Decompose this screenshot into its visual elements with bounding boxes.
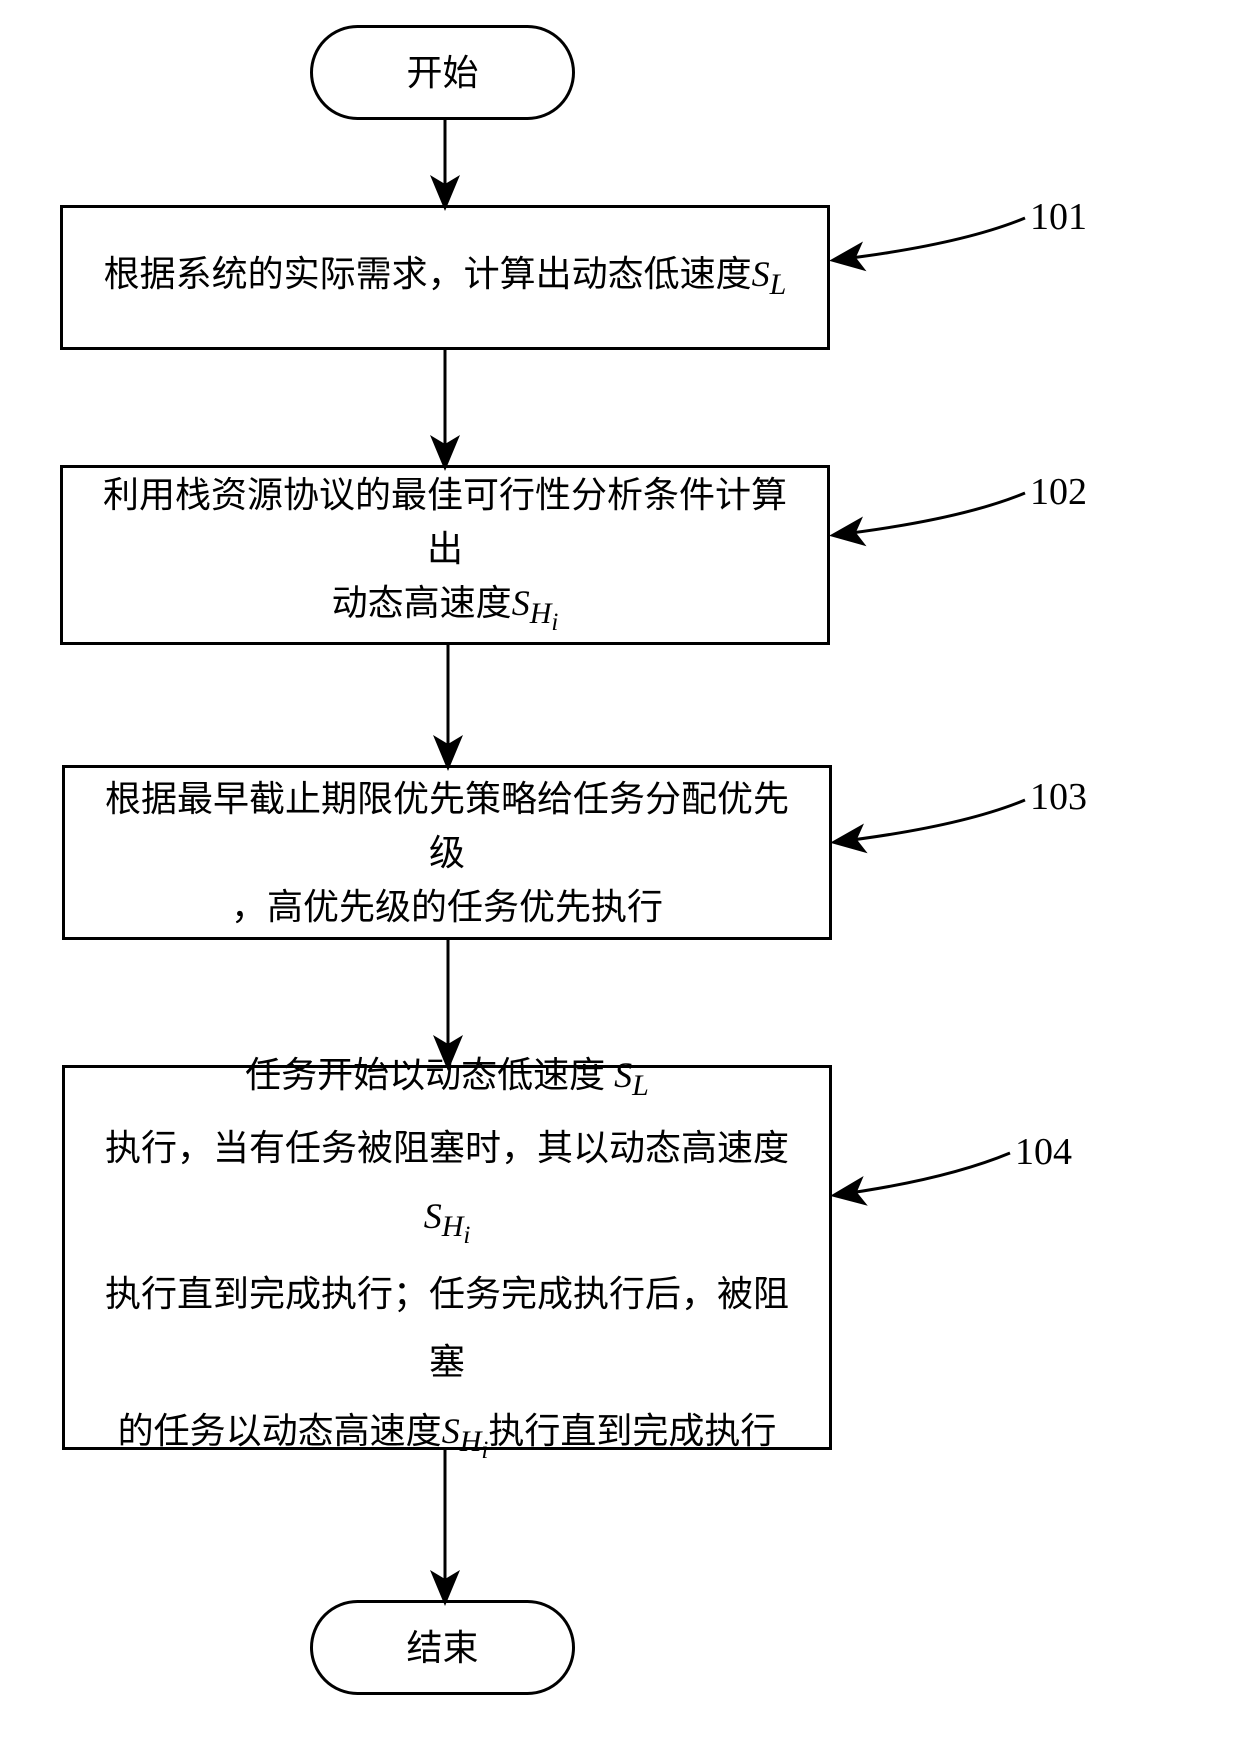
start-label: 开始 (406, 46, 478, 100)
step-number-103: 103 (1030, 775, 1087, 819)
process-step-3: 根据最早截止期限优先策略给任务分配优先级 ，高优先级的任务优先执行 (62, 765, 832, 940)
process-step-4: 任务开始以动态低速度 SL 执行，当有任务被阻塞时，其以动态高速度SHi 执行直… (62, 1065, 832, 1450)
step4-text: 任务开始以动态低速度 SL 执行，当有任务被阻塞时，其以动态高速度SHi 执行直… (95, 1041, 799, 1475)
step2-text: 利用栈资源协议的最佳可行性分析条件计算出 动态高速度SHi (93, 468, 797, 642)
process-step-2: 利用栈资源协议的最佳可行性分析条件计算出 动态高速度SHi (60, 465, 830, 645)
process-step-1: 根据系统的实际需求，计算出动态低速度SL (60, 205, 830, 350)
end-label: 结束 (406, 1621, 478, 1675)
start-node: 开始 (310, 25, 575, 120)
step-number-102: 102 (1030, 470, 1087, 514)
end-node: 结束 (310, 1600, 575, 1695)
step-number-104: 104 (1015, 1130, 1072, 1174)
step3-text: 根据最早截止期限优先策略给任务分配优先级 ，高优先级的任务优先执行 (95, 772, 799, 934)
flowchart-canvas: 开始 根据系统的实际需求，计算出动态低速度SL 利用栈资源协议的最佳可行性分析条… (0, 0, 1240, 1763)
step1-text: 根据系统的实际需求，计算出动态低速度SL (104, 247, 787, 307)
step-number-101: 101 (1030, 195, 1087, 239)
